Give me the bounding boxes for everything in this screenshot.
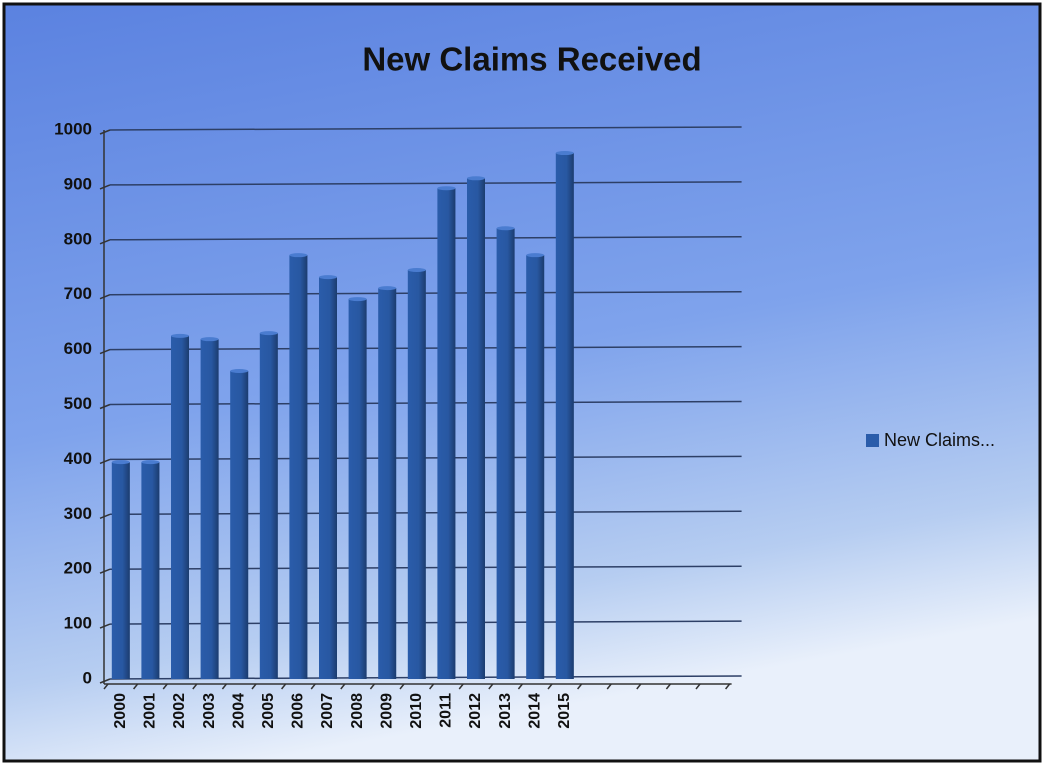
y-tick xyxy=(99,239,111,245)
x-tick xyxy=(133,683,139,690)
bar-top xyxy=(348,297,367,302)
x-tick xyxy=(281,683,287,690)
legend-label: New Claims... xyxy=(884,430,995,450)
x-tick-label: 2003 xyxy=(201,693,218,729)
bar-shade xyxy=(289,255,308,679)
bar-shade xyxy=(526,255,545,679)
grid-line xyxy=(109,181,742,186)
bar-shade xyxy=(407,269,426,679)
y-tick-label: 200 xyxy=(64,559,92,578)
bar-top xyxy=(141,460,160,465)
x-tick-label: 2011 xyxy=(438,693,455,728)
x-tick xyxy=(577,683,583,690)
x-tick-label: 2009 xyxy=(378,693,395,729)
x-tick-label: 2010 xyxy=(408,693,425,729)
y-tick-label: 700 xyxy=(64,284,92,303)
y-tick xyxy=(99,458,111,465)
grid-line xyxy=(109,236,742,241)
y-tick xyxy=(99,129,111,135)
x-tick-label: 2015 xyxy=(556,693,573,729)
y-tick xyxy=(99,184,111,190)
grid-line xyxy=(109,126,742,131)
bar-top xyxy=(111,460,130,465)
bar-top xyxy=(230,369,249,374)
bar-shade xyxy=(467,178,485,679)
x-tick xyxy=(340,683,346,690)
x-tick xyxy=(488,683,494,690)
bar-top xyxy=(437,186,456,191)
chart-title: New Claims Received xyxy=(362,41,701,78)
x-tick xyxy=(192,683,198,690)
y-tick-label: 100 xyxy=(64,614,92,633)
bar-top xyxy=(200,337,219,342)
x-tick xyxy=(517,683,523,690)
bar-shade xyxy=(496,228,515,679)
x-tick-label: 2001 xyxy=(142,693,159,729)
x-tick xyxy=(221,683,227,690)
x-tick xyxy=(725,683,731,690)
bar-shade xyxy=(378,288,397,679)
y-tick xyxy=(99,678,111,684)
y-tick-label: 1000 xyxy=(54,119,92,138)
y-tick-label: 0 xyxy=(83,668,92,687)
bar-shade xyxy=(171,335,189,679)
bar-top xyxy=(319,275,337,280)
bar-top xyxy=(259,331,278,336)
x-tick-label: 2014 xyxy=(526,693,543,729)
x-tick-label: 2008 xyxy=(349,693,366,729)
y-tick xyxy=(99,623,111,629)
bar-top xyxy=(555,151,574,156)
x-tick xyxy=(429,683,435,690)
y-tick-label: 300 xyxy=(64,504,92,523)
bar-shade xyxy=(141,462,160,679)
bar-shade xyxy=(555,153,574,680)
x-tick xyxy=(162,683,168,690)
x-tick xyxy=(606,683,612,690)
x-tick-label: 2002 xyxy=(171,693,188,729)
x-tick-label: 2013 xyxy=(497,693,514,729)
bar-top xyxy=(171,333,189,338)
bar-top xyxy=(407,267,426,272)
x-tick xyxy=(251,683,257,690)
x-tick xyxy=(103,683,109,690)
bar-top xyxy=(467,176,485,181)
y-tick xyxy=(99,294,111,300)
x-tick xyxy=(695,683,701,690)
x-tick xyxy=(636,683,642,690)
y-tick xyxy=(99,568,111,574)
legend-swatch xyxy=(866,434,879,447)
y-tick xyxy=(99,513,111,519)
y-tick-label: 900 xyxy=(64,174,92,193)
x-tick xyxy=(310,683,316,690)
y-tick-label: 800 xyxy=(64,229,92,248)
y-tick xyxy=(99,403,111,410)
bar-shade xyxy=(348,299,367,679)
x-tick-label: 2007 xyxy=(319,693,336,729)
x-tick-label: 2006 xyxy=(290,693,307,729)
bar-shade xyxy=(437,188,456,679)
x-tick-label: 2012 xyxy=(467,693,484,729)
x-tick xyxy=(665,683,671,690)
bar-shade xyxy=(230,371,249,679)
y-tick-label: 600 xyxy=(64,339,92,358)
bar-shade xyxy=(319,277,337,679)
x-tick xyxy=(399,683,405,690)
y-tick-label: 400 xyxy=(64,449,92,468)
x-tick xyxy=(369,683,375,690)
bar-top xyxy=(378,286,397,291)
y-tick xyxy=(99,348,111,355)
bar-shade xyxy=(259,333,278,679)
bar-top xyxy=(526,253,545,258)
bar-top xyxy=(289,253,308,258)
x-tick xyxy=(547,683,553,690)
bar-shade xyxy=(111,462,130,679)
x-tick-label: 2005 xyxy=(260,693,277,729)
x-tick-label: 2004 xyxy=(230,693,247,729)
bar-shade xyxy=(200,339,219,679)
x-tick xyxy=(458,683,464,690)
bar-top xyxy=(496,226,515,231)
y-tick-label: 500 xyxy=(64,394,92,413)
x-tick-label: 2000 xyxy=(112,693,129,729)
